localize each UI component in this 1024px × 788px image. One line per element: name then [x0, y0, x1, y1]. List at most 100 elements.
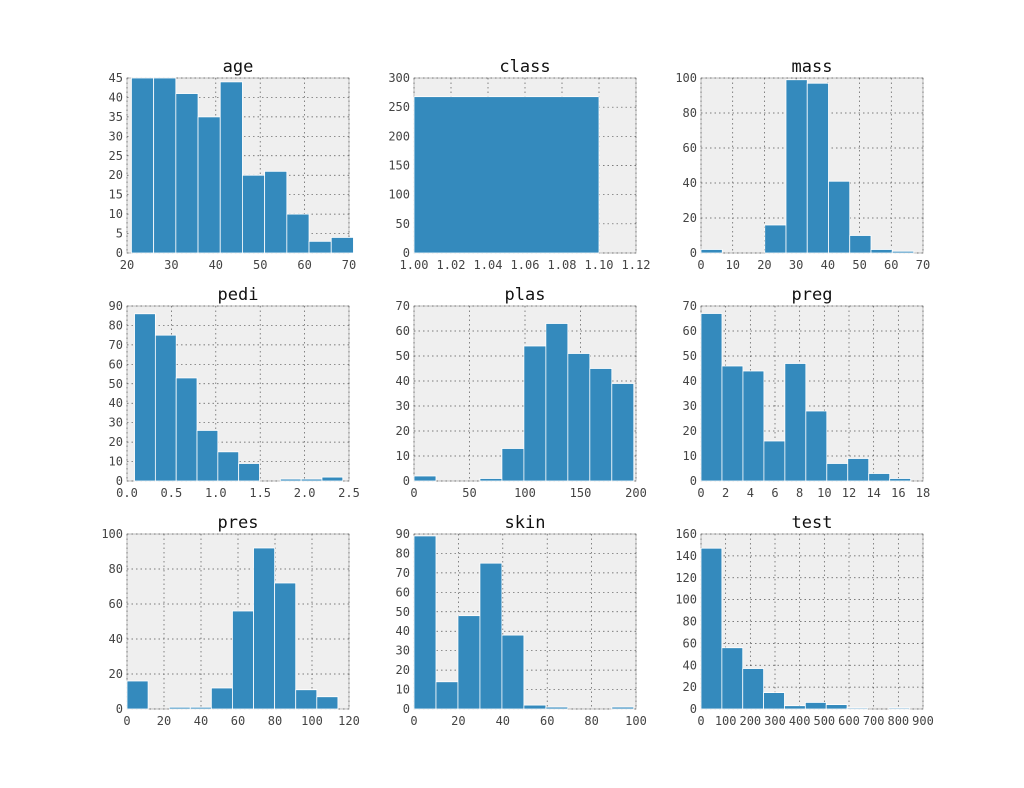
y-tick-label: 300	[388, 71, 410, 85]
x-tick-label: 70	[916, 258, 930, 272]
histogram-bar	[721, 647, 744, 710]
x-tick-label: 18	[916, 486, 930, 500]
x-tick-label: 0.0	[116, 486, 138, 500]
histogram-panel-pres: 0 20 40 60 80 100 120 0 20 40 60 80 100 pres	[101, 513, 360, 728]
x-tick-label: 1.10	[585, 258, 614, 272]
y-tick-label: 25	[109, 149, 123, 163]
y-tick-label: 0	[690, 474, 697, 488]
histogram-bar	[742, 668, 765, 710]
x-tick-label: 60	[884, 258, 898, 272]
histogram-bar	[891, 250, 915, 254]
histogram-bar	[889, 478, 912, 482]
histogram-bar	[479, 478, 503, 482]
histogram-bar	[700, 547, 723, 710]
y-tick-label: 0	[116, 474, 123, 488]
x-tick-label: 300	[764, 714, 786, 728]
x-tick-label: 6	[771, 486, 778, 500]
y-tick-label: 20	[396, 663, 410, 677]
y-tick-label: 5	[116, 227, 123, 241]
x-tick-label: 200	[739, 714, 761, 728]
histogram-bar	[126, 680, 149, 710]
y-tick-label: 50	[396, 217, 410, 231]
histogram-bar	[131, 77, 155, 254]
x-tick-label: 0	[410, 714, 417, 728]
y-tick-label: 20	[109, 667, 123, 681]
x-tick-label: 40	[194, 714, 208, 728]
histogram-bar	[175, 377, 198, 482]
x-tick-label: 2	[722, 486, 729, 500]
histogram-bar	[274, 582, 297, 710]
histogram-bar	[700, 313, 723, 482]
histogram-bar	[888, 707, 911, 710]
histogram-bar	[826, 463, 849, 482]
y-tick-label: 70	[396, 566, 410, 580]
histogram-bar	[764, 224, 787, 254]
histogram-bar	[501, 634, 525, 710]
y-tick-label: 140	[675, 549, 697, 563]
y-tick-label: 40	[683, 176, 697, 190]
histogram-bar	[805, 410, 828, 482]
histogram-bar	[232, 610, 254, 710]
x-tick-label: 1.0	[205, 486, 227, 500]
y-tick-label: 90	[396, 527, 410, 541]
x-tick-label: 70	[342, 258, 356, 272]
y-tick-label: 0	[403, 702, 410, 716]
y-tick-label: 30	[396, 644, 410, 658]
x-tick-label: 100	[715, 714, 737, 728]
histogram-bar	[238, 463, 260, 482]
histogram-bar	[828, 180, 851, 254]
y-tick-label: 90	[109, 299, 123, 313]
panel-title: pres	[218, 513, 259, 533]
histogram-bar	[253, 547, 276, 710]
histogram-bar	[567, 353, 591, 482]
histogram-bar	[742, 370, 765, 482]
panel-title: age	[223, 57, 254, 77]
y-tick-label: 40	[396, 624, 410, 638]
y-tick-label: 40	[109, 90, 123, 104]
x-tick-label: 0	[697, 714, 704, 728]
y-tick-label: 20	[396, 424, 410, 438]
x-tick-label: 4	[747, 486, 754, 500]
histogram-bar	[330, 237, 354, 254]
histogram-bar	[501, 448, 525, 482]
x-tick-label: 800	[887, 714, 909, 728]
histogram-bar	[721, 365, 744, 482]
y-tick-label: 60	[683, 141, 697, 155]
histogram-bar	[611, 706, 635, 710]
histogram-bar	[868, 473, 891, 482]
y-tick-label: 80	[683, 615, 697, 629]
histogram-bar	[153, 77, 177, 254]
x-tick-label: 16	[891, 486, 905, 500]
x-tick-label: 40	[496, 714, 510, 728]
y-tick-label: 45	[109, 71, 123, 85]
y-tick-label: 50	[396, 605, 410, 619]
y-tick-label: 150	[388, 159, 410, 173]
histogram-bar	[286, 213, 310, 254]
y-tick-label: 30	[109, 416, 123, 430]
panel-title: skin	[505, 513, 546, 533]
x-tick-label: 0	[697, 258, 704, 272]
panel-title: test	[792, 513, 833, 533]
histogram-bar	[479, 562, 503, 710]
panel-title: class	[499, 57, 550, 77]
histogram-bar	[523, 345, 547, 482]
y-tick-label: 30	[683, 399, 697, 413]
histogram-bar	[870, 249, 893, 254]
histogram-bar	[785, 79, 808, 254]
x-tick-label: 20	[157, 714, 171, 728]
x-tick-label: 1.08	[548, 258, 577, 272]
y-tick-label: 20	[109, 168, 123, 182]
x-tick-label: 30	[789, 258, 803, 272]
y-tick-label: 70	[109, 338, 123, 352]
y-tick-label: 35	[109, 110, 123, 124]
y-tick-label: 30	[396, 399, 410, 413]
x-tick-label: 40	[209, 258, 223, 272]
y-tick-label: 60	[683, 636, 697, 650]
y-tick-label: 0	[690, 246, 697, 260]
histogram-bar	[784, 363, 807, 482]
y-tick-label: 40	[109, 632, 123, 646]
y-tick-label: 40	[109, 396, 123, 410]
histogram-bar	[154, 334, 177, 482]
x-tick-label: 2.0	[294, 486, 316, 500]
y-tick-label: 60	[109, 357, 123, 371]
